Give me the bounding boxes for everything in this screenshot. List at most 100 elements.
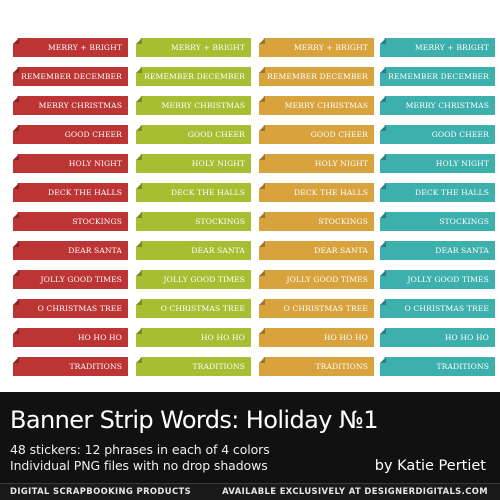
banner-grid: MERRY + BRIGHT REMEMBER DECEMBER MERRY CHR… [13,38,495,386]
banner-ribbon [259,212,374,231]
banner-fold [380,154,386,160]
banner-label: MERRY + BRIGHT [293,43,368,52]
banner-strip: MERRY CHRISTMAS [380,96,495,115]
banner-label: STOCKINGS [195,217,245,226]
banner-ribbon [259,183,374,202]
banner-fold [259,357,265,363]
banner-ribbon [13,183,128,202]
banner-strip: HO HO HO [13,328,128,347]
banner-label: HO HO HO [77,333,122,342]
banner-fold [13,125,19,131]
banner-fold [136,38,142,44]
banner-ribbon [380,357,495,376]
banner-ribbon [136,241,251,260]
banner-label: MERRY + BRIGHT [414,43,489,52]
banner-strip: REMEMBER DECEMBER [13,67,128,86]
banner-ribbon [380,212,495,231]
banner-fold [380,38,386,44]
banner-column-red: MERRY + BRIGHT REMEMBER DECEMBER MERRY CHR… [13,38,128,386]
banner-ribbon [136,96,251,115]
product-title: Banner Strip Words: Holiday №1 [10,406,378,434]
banner-label: HOLY NIGHT [435,159,489,168]
banner-label: MERRY + BRIGHT [47,43,122,52]
banner-label: DEAR SANTA [191,246,245,255]
banner-strip: REMEMBER DECEMBER [136,67,251,86]
banner-label: REMEMBER DECEMBER [388,72,489,81]
banner-label: HO HO HO [200,333,245,342]
banner-label: GOOD CHEER [187,130,245,139]
product-description-line-1: 48 stickers: 12 phrases in each of 4 col… [10,442,270,457]
banner-strip: MERRY CHRISTMAS [136,96,251,115]
banner-strip: MERRY + BRIGHT [380,38,495,57]
banner-ribbon [13,154,128,173]
banner-fold [136,183,142,189]
banner-ribbon [136,328,251,347]
banner-label: DECK THE HALLS [48,188,122,197]
banner-fold [259,154,265,160]
banner-strip: MERRY CHRISTMAS [259,96,374,115]
banner-ribbon [380,328,495,347]
footer-bar: DIGITAL SCRAPBOOKING PRODUCTS AVAILABLE … [0,483,500,500]
banner-ribbon [259,357,374,376]
banner-fold [380,96,386,102]
banner-strip: GOOD CHEER [259,125,374,144]
banner-fold [259,183,265,189]
banner-ribbon [13,125,128,144]
banner-strip: REMEMBER DECEMBER [380,67,495,86]
product-footer: Banner Strip Words: Holiday №1 48 sticke… [0,392,500,500]
banner-label: JOLLY GOOD TIMES [40,275,122,284]
banner-strip: TRADITIONS [136,357,251,376]
banner-strip: DECK THE HALLS [13,183,128,202]
banner-strip: DECK THE HALLS [136,183,251,202]
banner-ribbon [259,270,374,289]
banner-strip: DEAR SANTA [380,241,495,260]
banner-fold [380,299,386,305]
banner-fold [136,212,142,218]
banner-strip: O CHRISTMAS TREE [136,299,251,318]
banner-fold [380,212,386,218]
banner-strip: MERRY + BRIGHT [13,38,128,57]
banner-fold [259,299,265,305]
banner-strip: HOLY NIGHT [13,154,128,173]
banner-label: MERRY + BRIGHT [170,43,245,52]
banner-strip: O CHRISTMAS TREE [13,299,128,318]
banner-strip: O CHRISTMAS TREE [380,299,495,318]
banner-label: TRADITIONS [69,362,122,371]
banner-fold [13,241,19,247]
banner-label: DEAR SANTA [435,246,489,255]
banner-label: JOLLY GOOD TIMES [286,275,368,284]
banner-label: REMEMBER DECEMBER [144,72,245,81]
banner-strip: MERRY + BRIGHT [259,38,374,57]
banner-label: STOCKINGS [439,217,489,226]
banner-fold [13,38,19,44]
banner-label: HO HO HO [444,333,489,342]
banner-ribbon [136,38,251,57]
availability-label: AVAILABLE EXCLUSIVELY AT DESIGNERDIGITAL… [222,486,488,496]
banner-label: DEAR SANTA [314,246,368,255]
banner-strip: JOLLY GOOD TIMES [136,270,251,289]
banner-strip: TRADITIONS [259,357,374,376]
banner-ribbon [13,67,128,86]
banner-label: TRADITIONS [315,362,368,371]
banner-fold [380,328,386,334]
banner-fold [136,241,142,247]
banner-ribbon [13,328,128,347]
banner-strip: HOLY NIGHT [259,154,374,173]
banner-label: O CHRISTMAS TREE [160,304,245,313]
banner-label: O CHRISTMAS TREE [404,304,489,313]
banner-strip: HOLY NIGHT [136,154,251,173]
banner-label: REMEMBER DECEMBER [21,72,122,81]
banner-fold [259,328,265,334]
banner-ribbon [13,241,128,260]
banner-fold [13,67,19,73]
banner-ribbon [136,299,251,318]
banner-column-teal: MERRY + BRIGHT REMEMBER DECEMBER MERRY CHR… [380,38,495,386]
banner-fold [259,212,265,218]
banner-column-gold: MERRY + BRIGHT REMEMBER DECEMBER MERRY CHR… [259,38,374,386]
banner-ribbon [13,38,128,57]
banner-label: STOCKINGS [72,217,122,226]
banner-column-green: MERRY + BRIGHT REMEMBER DECEMBER MERRY CHR… [136,38,251,386]
banner-fold [13,183,19,189]
banner-label: MERRY CHRISTMAS [161,101,245,110]
banner-ribbon [136,67,251,86]
